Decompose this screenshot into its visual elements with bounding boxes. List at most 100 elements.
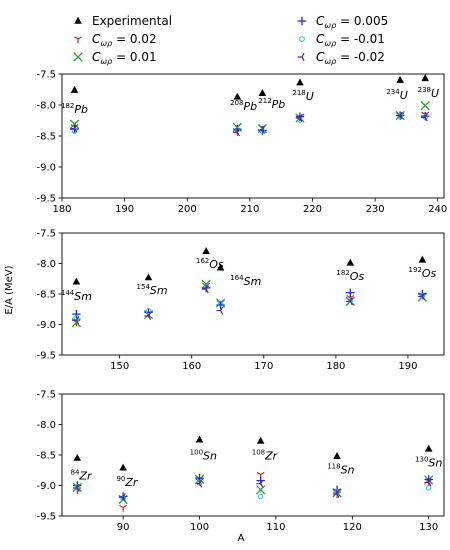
point-exp <box>233 92 242 100</box>
y-tick-label: -9.5 <box>36 351 56 362</box>
nucleus-label: 208Pb <box>230 99 257 113</box>
nucleus-label: 192Os <box>408 266 436 280</box>
point-cm002 <box>144 312 152 320</box>
nucleus-label: 154Sm <box>137 283 168 297</box>
point-exp <box>73 453 82 461</box>
y-tick-label: -9.5 <box>36 512 56 523</box>
legend-label-cm001: Cωρ = -0.01 <box>316 32 385 48</box>
x-tick-label: 130 <box>419 522 438 533</box>
x-tick-label: 120 <box>343 522 362 533</box>
nucleus-label: 108Zr <box>252 448 279 462</box>
nucleus-label: 182Pb <box>61 102 88 116</box>
legend-label-c002: Cωρ = 0.02 <box>92 32 157 48</box>
point-cm001 <box>257 493 264 500</box>
point-c002 <box>119 504 128 512</box>
y-axis-label: E/A (MeV) <box>4 265 15 314</box>
legend-marker-cm002 <box>297 53 305 61</box>
point-exp <box>396 76 404 83</box>
nucleus-label: 182Os <box>336 269 364 283</box>
x-tick-label: 180 <box>52 204 71 215</box>
y-tick-label: -9.0 <box>36 481 56 492</box>
point-exp <box>202 247 210 255</box>
nucleus-label: 162Os <box>196 257 224 271</box>
plot-frame <box>61 232 445 356</box>
point-c001 <box>420 100 430 111</box>
point-cm002 <box>216 306 224 315</box>
point-cm001 <box>145 308 152 314</box>
x-tick-label: 160 <box>182 361 201 372</box>
nucleus-label: 100Sn <box>190 448 217 462</box>
point-c0005 <box>346 288 355 297</box>
point-c0005 <box>295 112 305 121</box>
x-axis-label: A <box>238 533 245 544</box>
x-tick-label: 190 <box>398 361 417 372</box>
point-cm001 <box>397 113 403 119</box>
point-cm001 <box>419 293 426 299</box>
legend-label-c0005: Cωρ = 0.005 <box>316 14 388 30</box>
x-tick-label: 200 <box>178 204 197 215</box>
point-c0005 <box>201 283 211 293</box>
nucleus-label: 84Zr <box>71 468 93 482</box>
legend-marker-c002 <box>74 36 82 44</box>
point-exp <box>70 85 79 93</box>
point-exp <box>296 78 304 86</box>
point-exp <box>144 273 153 281</box>
x-tick-label: 220 <box>303 204 322 215</box>
x-tick-label: 170 <box>254 361 273 372</box>
legend-label-c001: Cωρ = 0.01 <box>92 50 157 66</box>
point-cm002 <box>421 113 428 122</box>
point-exp <box>346 258 355 266</box>
y-tick-label: -8.0 <box>36 259 56 270</box>
point-exp <box>216 263 225 271</box>
point-cm002 <box>424 478 432 487</box>
y-tick-label: -8.5 <box>36 132 56 143</box>
nucleus-label: 144Sm <box>61 289 92 303</box>
x-tick-label: 190 <box>115 204 134 215</box>
point-exp <box>256 436 265 444</box>
legend-label-cm002: Cωρ = -0.02 <box>316 50 385 66</box>
nucleus-label: 90Zr <box>116 475 138 489</box>
point-exp <box>424 444 433 452</box>
x-tick-label: 100 <box>190 522 209 533</box>
point-cm001 <box>425 485 432 491</box>
point-cm002 <box>332 490 340 498</box>
x-tick-label: 180 <box>326 361 345 372</box>
x-tick-label: 230 <box>366 204 385 215</box>
nucleus-label: 130Sn <box>415 456 442 470</box>
y-tick-label: -7.5 <box>36 229 56 240</box>
point-cm002 <box>295 114 303 122</box>
point-cm002 <box>395 111 403 120</box>
legend-marker-exp <box>74 16 82 24</box>
nucleus-label: 164Sm <box>230 274 261 288</box>
x-tick-label: 90 <box>117 522 130 533</box>
point-cm002 <box>233 128 240 137</box>
y-tick-label: -8.0 <box>36 101 56 112</box>
point-cm002 <box>195 479 203 488</box>
point-cm002 <box>418 292 425 301</box>
point-cm002 <box>118 493 126 502</box>
x-tick-label: 110 <box>266 522 285 533</box>
point-cm002 <box>258 125 266 134</box>
panel-bottom: 90 100 110 120 130 -7.5 -8.0 -8.5 -9.0 -9.5 84Zr 90… <box>36 390 445 533</box>
point-exp <box>333 452 341 459</box>
y-tick-label: -7.5 <box>36 70 56 81</box>
point-c0005 <box>332 485 342 494</box>
panel-top: 180 190 200 210 220 230 240 -7.5 -8.0 -8.5 -9.0 -9.… <box>36 70 447 216</box>
legend-marker-cm001 <box>299 36 305 42</box>
panel-middle: 150 160 170 180 190 -7.5 -8.0 -8.5 -9.0 -9.5 144Sm… <box>36 229 445 372</box>
point-c001 <box>255 485 266 495</box>
y-tick-label: -7.5 <box>36 390 56 401</box>
point-cm002 <box>256 479 264 488</box>
nucleus-label: 218U <box>292 89 313 103</box>
point-c001 <box>69 119 80 129</box>
point-c0005 <box>72 309 81 319</box>
legend-marker-c001 <box>73 52 83 62</box>
point-cm002 <box>72 316 80 325</box>
point-exp <box>418 255 427 263</box>
point-exp <box>421 74 429 82</box>
y-tick-label: -9.5 <box>36 194 56 205</box>
point-cm002 <box>201 285 209 294</box>
y-tick-label: -8.0 <box>36 420 56 431</box>
nucleus-label: 234U <box>386 88 407 102</box>
